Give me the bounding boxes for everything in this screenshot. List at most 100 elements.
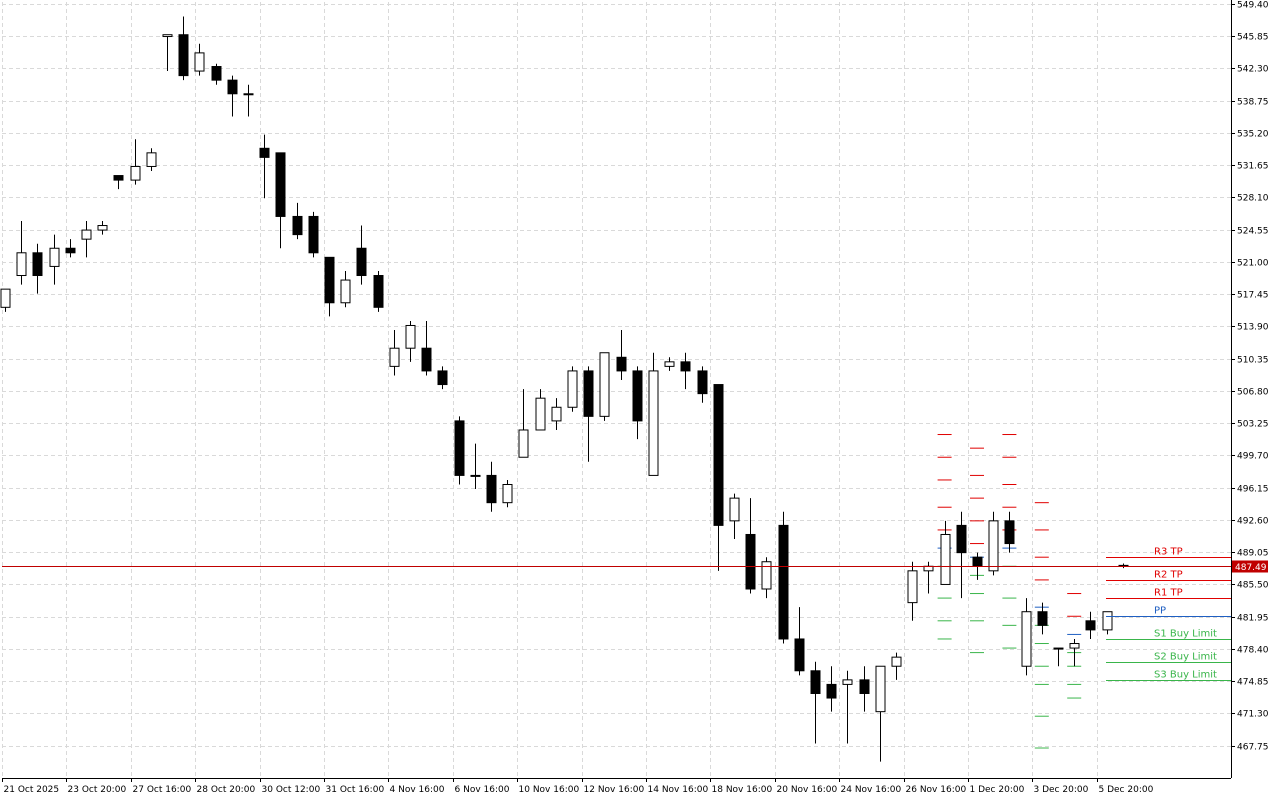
candle-body (778, 524, 789, 640)
y-tick-label: 538.75 (1237, 98, 1269, 108)
x-tick-label: 5 Dec 20:00 (1099, 785, 1154, 795)
candle-body (502, 484, 513, 504)
candle-body (211, 66, 222, 81)
candle (227, 75, 238, 117)
candle-body (162, 34, 173, 38)
candle-body (405, 324, 416, 349)
candle (697, 366, 708, 403)
candle (243, 84, 254, 117)
candle (842, 670, 853, 744)
candle (259, 134, 270, 199)
candle-body (470, 474, 481, 477)
y-tick-label: 481.95 (1237, 614, 1269, 624)
y-tick-label: 528.10 (1237, 194, 1269, 204)
candle (178, 16, 189, 81)
current-price-tag (1232, 560, 1268, 573)
level-label: R2 TP (1154, 570, 1183, 581)
candle-body (454, 420, 465, 476)
candle-body (567, 370, 578, 408)
candle-body (243, 93, 254, 96)
candle-body (486, 474, 497, 504)
candle-body (1069, 643, 1080, 649)
candle-body (356, 247, 367, 277)
candle-body (146, 152, 157, 167)
candle-body (713, 384, 724, 526)
candle (567, 366, 578, 412)
candle (486, 461, 497, 512)
candle (907, 561, 918, 621)
x-tick-label: 26 Nov 16:00 (906, 785, 967, 795)
candle-body (891, 656, 902, 667)
candle (518, 389, 529, 458)
x-tick-label: 24 Nov 16:00 (841, 785, 902, 795)
candle (146, 148, 157, 172)
candle-body (178, 34, 189, 77)
level-label: S1 Buy Limit (1154, 629, 1217, 640)
candle (130, 139, 141, 185)
candle-body (32, 252, 43, 277)
candle (891, 652, 902, 680)
candle (1102, 611, 1113, 635)
level-label: S2 Buy Limit (1154, 652, 1217, 663)
x-tick-label: 3 Dec 20:00 (1034, 785, 1089, 795)
candle (1004, 511, 1015, 553)
candle-body (1085, 620, 1096, 631)
x-tick-label: 23 Oct 20:00 (68, 785, 127, 795)
candle (664, 357, 675, 371)
candle-body (551, 406, 562, 422)
candle-body (130, 165, 141, 181)
candle-body (794, 638, 805, 672)
candle (648, 352, 659, 476)
x-tick-label: 27 Oct 16:00 (133, 785, 192, 795)
candle (389, 330, 400, 376)
candle (826, 666, 837, 712)
candle-body (340, 279, 351, 304)
candle-body (65, 247, 76, 254)
candle-body (599, 352, 610, 417)
x-tick-label: 30 Oct 12:00 (262, 785, 321, 795)
y-tick-label: 524.55 (1237, 227, 1269, 237)
candle (535, 389, 546, 431)
y-tick-label: 535.20 (1237, 130, 1269, 140)
x-tick-label: 14 Nov 16:00 (648, 785, 709, 795)
candle-body (664, 361, 675, 367)
candle (194, 43, 205, 76)
candle (794, 607, 805, 676)
candle (454, 416, 465, 485)
x-tick-label: 4 Nov 16:00 (390, 785, 445, 795)
candle (292, 202, 303, 240)
candle-body (956, 524, 967, 554)
y-tick-label: 474.85 (1237, 678, 1269, 688)
candle-body (842, 679, 853, 685)
grid (2, 2, 1231, 778)
current-price-label: 487.49 (1235, 563, 1267, 573)
candle-body (583, 370, 594, 417)
candle-body (324, 256, 335, 304)
candle-body (518, 429, 529, 458)
candle (356, 225, 367, 285)
candle-body (49, 247, 60, 267)
x-tick-label: 12 Nov 16:00 (584, 785, 645, 795)
y-tick-label: 510.35 (1237, 356, 1269, 366)
candle (1085, 611, 1096, 639)
candle-body (227, 79, 238, 95)
candle-body (761, 561, 772, 590)
y-tick-label: 478.40 (1237, 646, 1269, 656)
candle-body (292, 215, 303, 236)
candle-body (648, 370, 659, 476)
y-tick-label: 496.15 (1237, 485, 1269, 495)
candle (97, 220, 108, 235)
x-tick-label: 6 Nov 16:00 (455, 785, 510, 795)
candle-body (988, 520, 999, 572)
candle (16, 220, 27, 285)
candle (745, 498, 756, 594)
candle-body (437, 370, 448, 386)
y-tick-label: 492.60 (1237, 517, 1269, 527)
candle (373, 270, 384, 312)
candle-body (1021, 611, 1032, 667)
candle (1021, 598, 1032, 676)
candle (0, 288, 11, 312)
candle-body (1004, 520, 1015, 545)
y-tick-label: 531.65 (1237, 162, 1269, 172)
candle (275, 152, 286, 249)
